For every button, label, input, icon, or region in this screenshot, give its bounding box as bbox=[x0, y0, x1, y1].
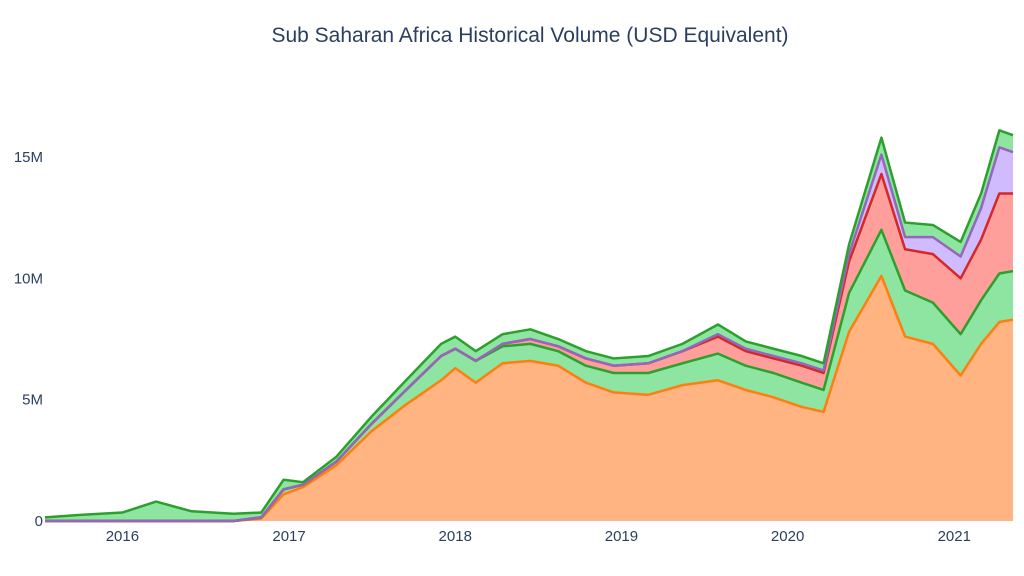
x-tick-label: 2018 bbox=[439, 528, 472, 545]
y-axis: 0 5M 10M 15M bbox=[14, 149, 43, 530]
x-tick-label: 2020 bbox=[771, 528, 804, 545]
series-5-line bbox=[44, 129, 1014, 519]
series-4-line bbox=[45, 146, 1014, 523]
chart-title: Sub Saharan Africa Historical Volume (US… bbox=[271, 24, 788, 47]
x-tick-label: 2017 bbox=[272, 528, 305, 545]
x-axis: 2016 2017 2018 2019 2020 2021 bbox=[106, 528, 971, 545]
x-tick-label: 2021 bbox=[938, 528, 971, 545]
plot-lines bbox=[44, 129, 1014, 523]
plot-areas bbox=[45, 130, 1013, 522]
x-tick-label: 2019 bbox=[605, 528, 638, 545]
y-tick-label: 5M bbox=[22, 392, 43, 409]
x-tick-label: 2016 bbox=[106, 528, 139, 545]
y-tick-label: 10M bbox=[14, 270, 43, 287]
series-1-area bbox=[45, 275, 1013, 521]
y-tick-label: 15M bbox=[14, 149, 43, 166]
y-tick-label: 0 bbox=[35, 513, 43, 530]
